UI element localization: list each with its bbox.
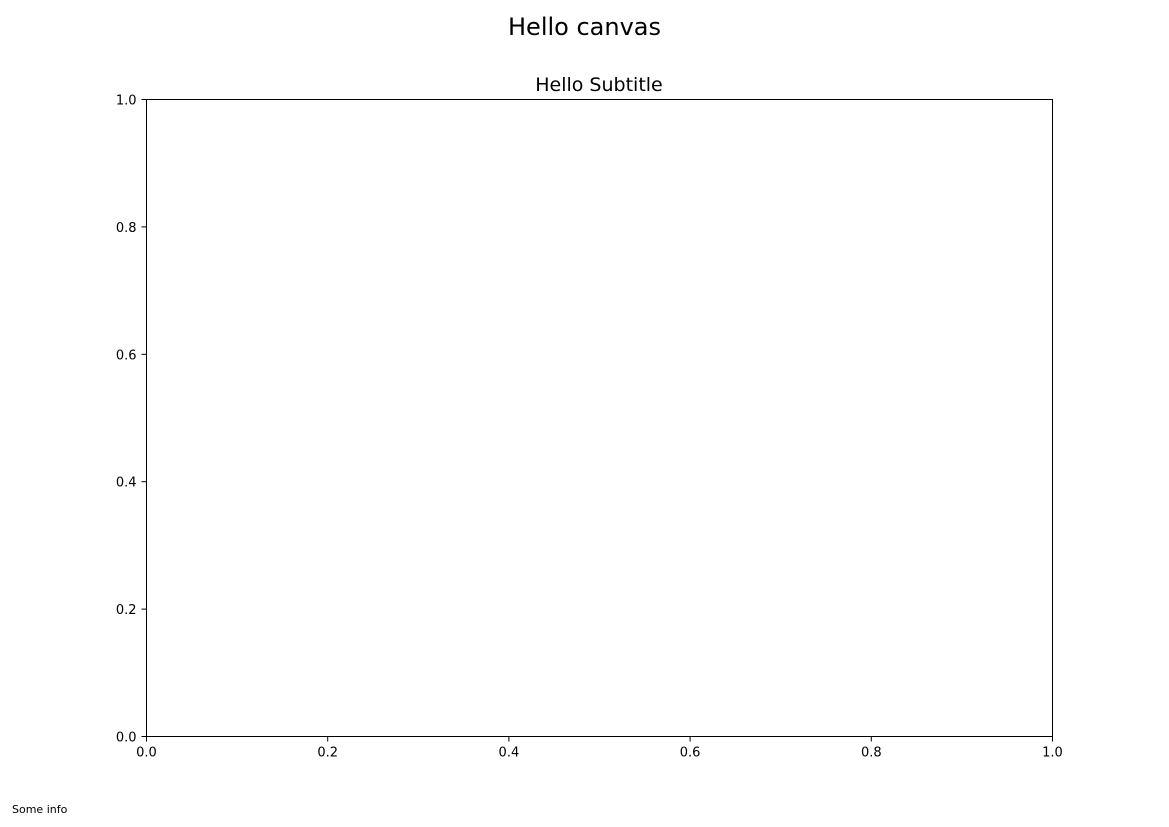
plot-frame xyxy=(146,99,1053,737)
footer-info-text: Some info xyxy=(12,803,68,816)
x-tick-label: 0.4 xyxy=(499,746,520,761)
y-axis: 0.0 0.2 0.4 0.6 0.8 1.0 xyxy=(116,94,147,746)
x-axis: 0.0 0.2 0.4 0.6 0.8 1.0 xyxy=(136,736,1063,761)
y-tick-label: 0.8 xyxy=(116,221,137,236)
y-tick-label: 0.2 xyxy=(116,603,137,618)
x-tick-label: 0.6 xyxy=(680,746,701,761)
y-tick-label: 1.0 xyxy=(116,94,137,109)
x-tick-label: 0.0 xyxy=(136,746,157,761)
figure-suptitle: Hello canvas xyxy=(508,13,661,41)
y-tick-label: 0.4 xyxy=(116,476,137,491)
x-tick-label: 0.2 xyxy=(317,746,338,761)
x-tick-label: 1.0 xyxy=(1042,746,1063,761)
axes-title: Hello Subtitle xyxy=(535,74,663,96)
y-tick-label: 0.6 xyxy=(116,348,137,363)
y-tick-label: 0.0 xyxy=(116,731,137,746)
x-tick-label: 0.8 xyxy=(861,746,882,761)
